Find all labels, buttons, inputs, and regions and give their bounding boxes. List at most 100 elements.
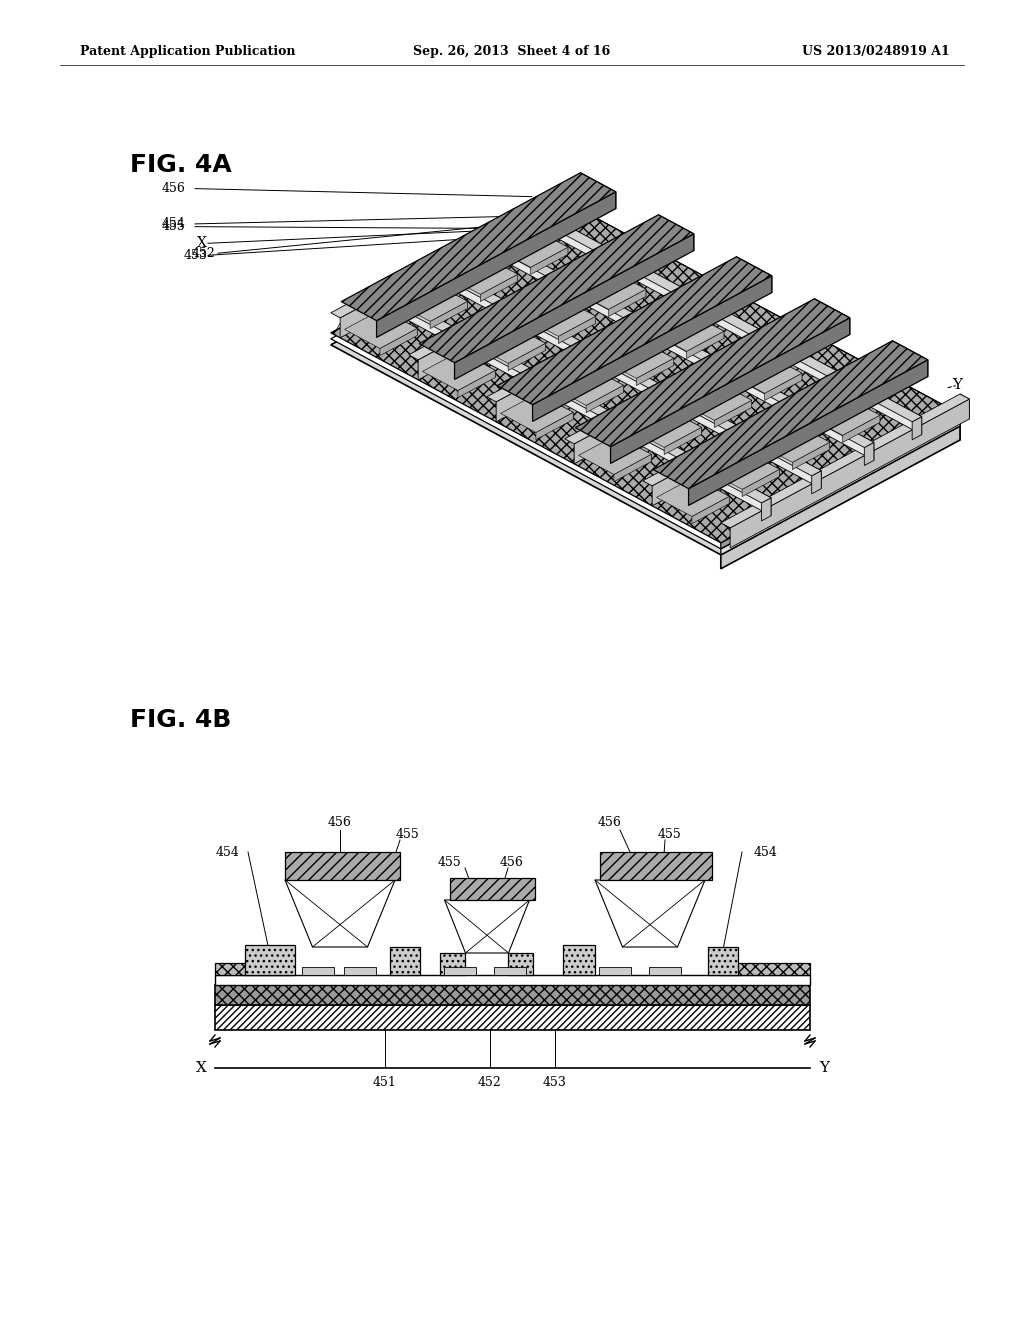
Polygon shape bbox=[444, 968, 476, 975]
Polygon shape bbox=[708, 946, 738, 975]
Polygon shape bbox=[536, 412, 573, 440]
Polygon shape bbox=[331, 205, 961, 543]
Polygon shape bbox=[380, 329, 417, 355]
Polygon shape bbox=[341, 173, 615, 321]
Polygon shape bbox=[629, 408, 701, 447]
Polygon shape bbox=[742, 470, 779, 496]
Text: 454: 454 bbox=[161, 218, 185, 231]
Polygon shape bbox=[508, 953, 534, 975]
Polygon shape bbox=[532, 276, 772, 421]
Polygon shape bbox=[721, 420, 961, 554]
Polygon shape bbox=[636, 358, 674, 385]
Text: 456: 456 bbox=[500, 857, 524, 870]
Polygon shape bbox=[721, 414, 961, 549]
Polygon shape bbox=[522, 207, 922, 422]
Polygon shape bbox=[804, 310, 813, 335]
Text: 451: 451 bbox=[373, 1076, 397, 1089]
Polygon shape bbox=[579, 436, 651, 474]
Polygon shape bbox=[377, 191, 615, 338]
Polygon shape bbox=[666, 408, 701, 434]
Polygon shape bbox=[445, 255, 518, 294]
Polygon shape bbox=[601, 339, 674, 379]
Polygon shape bbox=[793, 442, 829, 470]
Polygon shape bbox=[496, 228, 568, 267]
Polygon shape bbox=[588, 366, 624, 392]
Text: Sep. 26, 2013  Sheet 4 of 16: Sep. 26, 2013 Sheet 4 of 16 bbox=[414, 45, 610, 58]
Polygon shape bbox=[912, 417, 922, 440]
Polygon shape bbox=[423, 351, 496, 391]
Polygon shape bbox=[560, 297, 596, 323]
Polygon shape bbox=[482, 255, 518, 281]
Polygon shape bbox=[687, 331, 724, 359]
Polygon shape bbox=[285, 851, 400, 880]
Polygon shape bbox=[595, 880, 705, 946]
Text: Y: Y bbox=[819, 1061, 829, 1074]
Polygon shape bbox=[432, 282, 467, 309]
Polygon shape bbox=[610, 271, 646, 297]
Polygon shape bbox=[570, 210, 961, 426]
Text: 455: 455 bbox=[395, 828, 419, 841]
Polygon shape bbox=[215, 964, 290, 975]
Polygon shape bbox=[444, 900, 529, 953]
Polygon shape bbox=[458, 371, 496, 397]
Polygon shape bbox=[765, 374, 802, 400]
Polygon shape bbox=[757, 424, 829, 462]
Polygon shape bbox=[473, 325, 546, 363]
Polygon shape bbox=[694, 478, 729, 503]
Text: Patent Application Publication: Patent Application Publication bbox=[80, 45, 296, 58]
Polygon shape bbox=[331, 210, 961, 549]
Polygon shape bbox=[762, 498, 771, 521]
Text: 456: 456 bbox=[328, 816, 352, 829]
Text: 454: 454 bbox=[754, 846, 778, 858]
Text: X: X bbox=[196, 1061, 207, 1074]
Polygon shape bbox=[679, 381, 752, 420]
Text: 456: 456 bbox=[161, 182, 185, 195]
Polygon shape bbox=[707, 450, 779, 490]
Text: X: X bbox=[198, 236, 207, 251]
Polygon shape bbox=[381, 288, 771, 516]
Polygon shape bbox=[665, 428, 701, 454]
Polygon shape bbox=[340, 189, 580, 338]
Polygon shape bbox=[285, 880, 395, 946]
Polygon shape bbox=[418, 231, 657, 380]
Polygon shape bbox=[653, 341, 928, 488]
Polygon shape bbox=[551, 366, 624, 405]
Text: 456: 456 bbox=[598, 816, 622, 829]
Polygon shape bbox=[245, 945, 295, 975]
Polygon shape bbox=[390, 946, 420, 975]
Polygon shape bbox=[563, 945, 595, 975]
Polygon shape bbox=[656, 478, 729, 516]
Polygon shape bbox=[372, 288, 771, 503]
Polygon shape bbox=[508, 343, 546, 371]
Polygon shape bbox=[331, 216, 961, 554]
Polygon shape bbox=[610, 318, 850, 463]
Text: Y: Y bbox=[952, 378, 963, 392]
Polygon shape bbox=[581, 173, 615, 209]
Polygon shape bbox=[717, 381, 752, 408]
Polygon shape bbox=[730, 399, 970, 548]
Polygon shape bbox=[692, 496, 729, 524]
Polygon shape bbox=[382, 309, 417, 335]
Polygon shape bbox=[215, 985, 810, 1005]
Text: FIG. 4B: FIG. 4B bbox=[130, 708, 231, 733]
Polygon shape bbox=[720, 964, 810, 975]
Text: 453: 453 bbox=[184, 248, 208, 261]
Polygon shape bbox=[523, 297, 596, 337]
Polygon shape bbox=[570, 216, 961, 440]
Polygon shape bbox=[570, 183, 580, 209]
Polygon shape bbox=[721, 393, 970, 528]
Text: FIG. 4A: FIG. 4A bbox=[130, 153, 231, 177]
Polygon shape bbox=[643, 352, 891, 486]
Polygon shape bbox=[431, 261, 821, 488]
Polygon shape bbox=[812, 471, 821, 494]
Polygon shape bbox=[409, 226, 657, 360]
Polygon shape bbox=[651, 312, 724, 351]
Polygon shape bbox=[530, 247, 568, 275]
Polygon shape bbox=[574, 315, 813, 463]
Polygon shape bbox=[726, 268, 735, 293]
Polygon shape bbox=[615, 436, 651, 462]
Polygon shape bbox=[430, 301, 467, 329]
Polygon shape bbox=[494, 968, 526, 975]
Polygon shape bbox=[845, 396, 880, 422]
Polygon shape bbox=[729, 354, 802, 393]
